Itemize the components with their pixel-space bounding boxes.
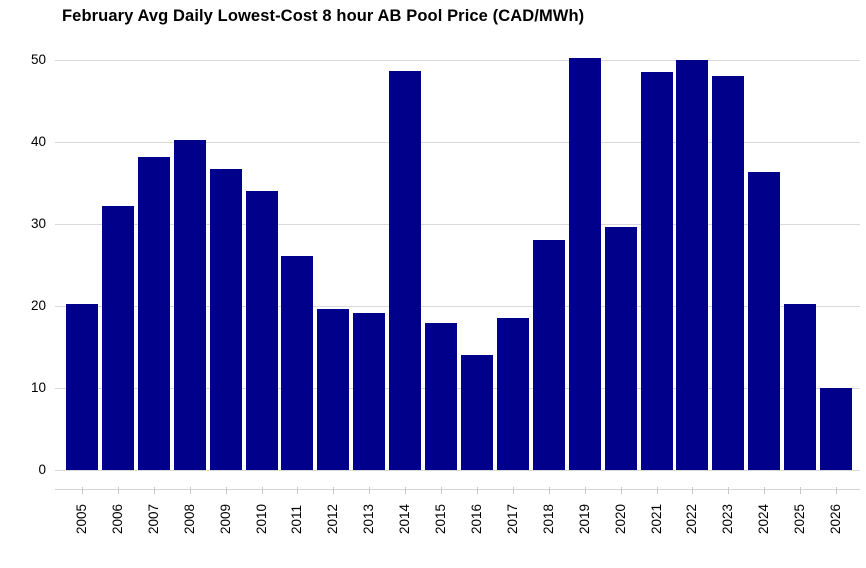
- x-tick-2025: [800, 487, 802, 494]
- x-tick-label-2010: 2010: [253, 503, 269, 534]
- bar-2021: [640, 72, 673, 470]
- bar-2006: [101, 205, 134, 470]
- gridline-10: [55, 387, 860, 389]
- x-tick-2006: [117, 487, 119, 494]
- x-tick-2026: [836, 487, 838, 494]
- x-tick-2018: [548, 487, 550, 494]
- x-tick-label-2019: 2019: [576, 503, 592, 534]
- x-tick-label-2021: 2021: [648, 503, 664, 534]
- gridline-50: [55, 59, 860, 61]
- x-tick-label-2024: 2024: [756, 503, 772, 534]
- gridline-20: [55, 305, 860, 307]
- bar-2024: [748, 172, 781, 470]
- x-tick-2023: [728, 487, 730, 494]
- x-tick-label-2008: 2008: [181, 503, 197, 534]
- x-tick-label-2007: 2007: [145, 503, 161, 534]
- gridline-0: [55, 469, 860, 471]
- x-tick-label-2009: 2009: [217, 503, 233, 534]
- x-tick-2014: [405, 487, 407, 494]
- x-tick-2016: [476, 487, 478, 494]
- plot-area: [64, 58, 854, 470]
- x-tick-2022: [692, 487, 694, 494]
- bar-2015: [425, 323, 458, 470]
- chart-title: February Avg Daily Lowest-Cost 8 hour AB…: [62, 7, 585, 25]
- bar-2022: [676, 60, 709, 470]
- x-tick-label-2015: 2015: [433, 503, 449, 534]
- gridline-30: [55, 223, 860, 225]
- y-tick-label-0: 0: [38, 462, 46, 477]
- x-tick-2010: [261, 487, 263, 494]
- x-tick-2019: [584, 487, 586, 494]
- x-tick-2012: [333, 487, 335, 494]
- x-tick-label-2017: 2017: [504, 503, 520, 534]
- y-tick-label-30: 30: [30, 216, 46, 231]
- x-tick-label-2026: 2026: [828, 503, 844, 534]
- bar-2026: [820, 388, 853, 470]
- x-tick-label-2006: 2006: [109, 503, 125, 534]
- x-tick-2007: [153, 487, 155, 494]
- x-tick-2011: [297, 487, 299, 494]
- x-tick-2021: [656, 487, 658, 494]
- gridline-40: [55, 141, 860, 143]
- bar-2019: [568, 58, 601, 470]
- x-tick-label-2005: 2005: [73, 503, 89, 534]
- y-tick-label-20: 20: [30, 298, 46, 313]
- bar-2018: [532, 239, 565, 470]
- bar-2010: [245, 191, 278, 470]
- bar-2012: [317, 309, 350, 470]
- x-tick-2017: [512, 487, 514, 494]
- x-tick-label-2011: 2011: [289, 504, 305, 534]
- x-tick-label-2016: 2016: [468, 503, 484, 534]
- bar-2014: [389, 71, 422, 470]
- y-tick-label-10: 10: [30, 380, 46, 395]
- x-tick-label-2014: 2014: [397, 503, 413, 534]
- bar-2023: [712, 76, 745, 470]
- bar-2025: [784, 304, 817, 470]
- x-tick-2005: [81, 487, 83, 494]
- x-tick-2024: [764, 487, 766, 494]
- x-tick-label-2020: 2020: [612, 503, 628, 534]
- bar-2005: [65, 303, 98, 470]
- bar-2013: [353, 312, 386, 470]
- x-axis-line: [55, 489, 860, 490]
- y-tick-label-50: 50: [30, 52, 46, 67]
- y-tick-label-40: 40: [30, 134, 46, 149]
- x-tick-2013: [369, 487, 371, 494]
- bar-2008: [173, 140, 206, 470]
- x-tick-label-2025: 2025: [792, 503, 808, 534]
- x-tick-label-2023: 2023: [720, 503, 736, 534]
- bar-2011: [281, 255, 314, 470]
- x-tick-2020: [620, 487, 622, 494]
- x-tick-label-2018: 2018: [540, 503, 556, 534]
- bar-2009: [209, 169, 242, 470]
- x-tick-label-2012: 2012: [325, 503, 341, 534]
- bar-2020: [604, 227, 637, 470]
- bar-2007: [137, 156, 170, 470]
- bar-2017: [496, 318, 529, 470]
- x-tick-2008: [189, 487, 191, 494]
- bar-2016: [460, 355, 493, 470]
- x-tick-label-2022: 2022: [684, 503, 700, 534]
- x-tick-2009: [225, 487, 227, 494]
- x-tick-2015: [441, 487, 443, 494]
- x-tick-label-2013: 2013: [361, 503, 377, 534]
